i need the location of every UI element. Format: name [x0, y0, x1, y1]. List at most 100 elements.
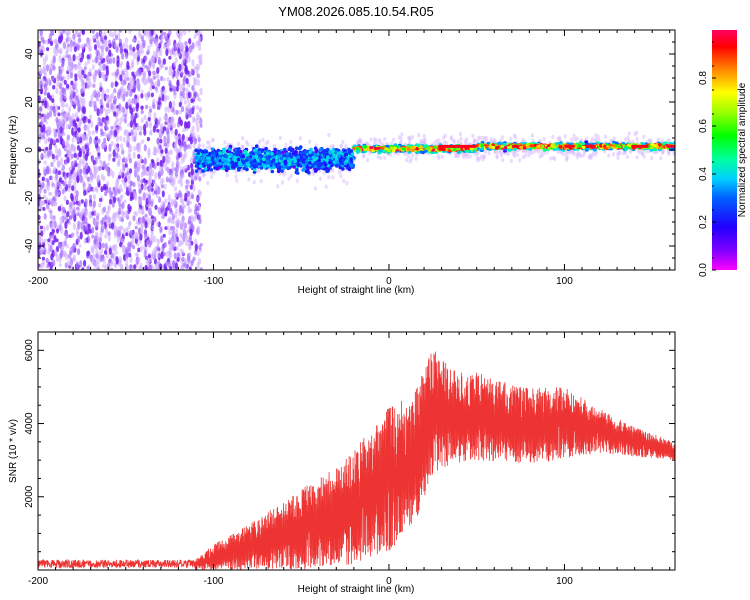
spectrogram-track-cell: [224, 168, 229, 173]
spectrogram-noise-cell: [93, 44, 98, 51]
spectrogram-noise-cell: [183, 231, 187, 240]
spectrogram-noise-cell: [140, 109, 144, 115]
spectrogram-noise-cell: [90, 120, 94, 129]
spectrogram-noise-cell: [167, 167, 171, 175]
spectrogram-noise-cell: [163, 137, 167, 142]
spectrogram-track-cell: [223, 161, 228, 166]
spectrogram-noise-cell: [194, 243, 198, 252]
spectrogram-noise-cell: [182, 227, 186, 234]
spectrogram-track-cell: [202, 153, 207, 158]
spectrogram-noise-cell: [95, 124, 99, 131]
spectrogram-noise-cell: [147, 254, 151, 259]
spectrogram-noise-cell: [129, 120, 133, 128]
spectrogram-noise-cell: [112, 149, 116, 158]
spectrogram-noise-cell: [152, 125, 156, 133]
spectrogram-noise-cell: [50, 175, 54, 180]
spectrogram-noise-cell: [166, 133, 171, 142]
spectrogram-noise-cell: [86, 250, 90, 257]
spectrogram-noise-cell: [104, 264, 108, 270]
spectrogram-noise-cell: [137, 221, 141, 226]
spectrogram-noise-cell: [157, 101, 161, 106]
spectrogram-noise-cell: [64, 236, 68, 242]
spectrogram-halo-cell: [440, 154, 444, 159]
spectrogram-noise-cell: [77, 62, 81, 70]
spectrogram-noise-cell: [98, 202, 102, 208]
spectrogram-noise-cell: [164, 265, 168, 270]
spectrogram-noise-cell: [55, 254, 60, 262]
spectrogram-halo-cell: [581, 152, 586, 158]
spectrogram-noise-cell: [100, 161, 104, 166]
spectrogram-noise-cell: [113, 196, 117, 204]
spectrogram-noise-cell: [48, 197, 52, 204]
spectrogram-noise-cell: [81, 78, 85, 84]
spectrogram-noise-cell: [114, 34, 119, 41]
spectrogram-noise-cell: [43, 114, 47, 123]
spectrogram-noise-cell: [95, 39, 99, 44]
spectrogram-noise-cell: [52, 128, 56, 134]
spectrogram-noise-cell: [112, 38, 116, 45]
spectrogram-noise-cell: [185, 229, 189, 234]
spectrogram-track-cell: [287, 162, 292, 167]
spectrogram-track-cell: [272, 165, 276, 169]
spectrogram-noise-cell: [143, 157, 147, 165]
spectrogram-noise-cell: [121, 201, 125, 210]
spectrogram-noise-cell: [124, 176, 128, 183]
spectrogram-halo-cell: [324, 184, 328, 189]
spectrogram-noise-cell: [92, 83, 96, 88]
spectrogram-noise-cell: [92, 200, 96, 208]
spectrogram-noise-cell: [41, 99, 45, 107]
spectrogram-noise-cell: [148, 167, 152, 172]
spectrogram-noise-cell: [143, 228, 147, 237]
spectrogram-noise-cell: [111, 170, 115, 179]
spectrogram-halo-cell: [327, 175, 331, 180]
spectrogram-noise-cell: [89, 176, 93, 183]
spectrogram-noise-cell: [105, 115, 109, 121]
spectrogram-noise-cell: [84, 153, 88, 162]
spectrogram-noise-cell: [192, 132, 196, 138]
spectrogram-noise-cell: [92, 75, 96, 84]
spectrogram-track-cell: [349, 149, 354, 153]
spectrogram-halo-cell: [530, 133, 535, 138]
spectrogram-noise-cell: [52, 196, 56, 201]
spectrogram-noise-cell: [76, 118, 80, 122]
spectrogram-noise-cell: [105, 180, 110, 188]
spectrogram-noise-cell: [116, 160, 121, 168]
spectrogram-noise-cell: [164, 43, 168, 51]
spectrogram-noise-cell: [135, 258, 139, 266]
spectrogram-noise-cell: [157, 148, 161, 154]
spectrogram-noise-cell: [102, 160, 106, 169]
spectrogram-noise-cell: [92, 253, 96, 261]
spectrogram-noise-cell: [149, 82, 153, 87]
spectrogram-noise-cell: [47, 104, 51, 111]
spectrogram-noise-cell: [142, 39, 146, 49]
spectrogram-noise-cell: [63, 195, 67, 202]
spectrogram-track-cell: [325, 158, 329, 162]
spectrogram-track-cell: [332, 160, 337, 164]
spectrogram-track-cell: [307, 161, 312, 165]
spectrogram-track-cell: [326, 155, 330, 159]
spectrogram-noise-cell: [104, 250, 108, 255]
spectrogram-track-cell: [276, 167, 281, 171]
spectrogram-halo-cell: [638, 150, 642, 155]
spectrogram-noise-cell: [181, 133, 185, 141]
spectrogram-noise-cell: [130, 107, 134, 115]
spectrogram-noise-cell: [153, 235, 157, 243]
spectrogram-halo-cell: [278, 135, 282, 141]
spectrogram-halo-cell: [593, 152, 597, 157]
spectrogram-noise-cell: [57, 131, 61, 139]
spectrogram-track-cell: [224, 164, 228, 169]
spectrogram-noise-cell: [40, 36, 45, 43]
spectrogram-noise-cell: [163, 241, 167, 248]
spectrogram-noise-cell: [133, 145, 137, 152]
spectrogram-noise-cell: [81, 43, 85, 50]
spectrogram-noise-cell: [50, 105, 54, 111]
spectrogram-noise-cell: [150, 92, 154, 98]
spectrogram-noise-cell: [176, 257, 180, 262]
spectrogram-noise-cell: [146, 49, 150, 55]
spectrogram-noise-cell: [148, 120, 152, 129]
spectrogram-track-cell: [319, 147, 323, 151]
spectrogram-noise-cell: [138, 142, 142, 146]
spectrogram-halo-cell: [472, 139, 476, 144]
spectrogram-noise-cell: [123, 130, 127, 136]
spectrogram-noise-cell: [85, 226, 89, 232]
